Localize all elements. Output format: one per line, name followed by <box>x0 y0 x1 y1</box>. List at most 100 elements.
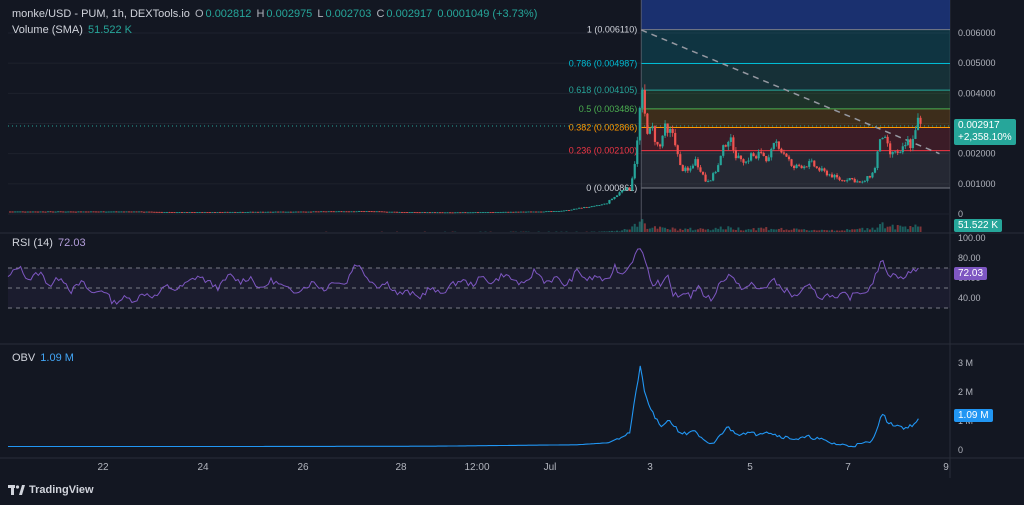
candle-body <box>390 211 394 213</box>
candle-body <box>279 211 282 213</box>
candle-body <box>628 187 631 191</box>
volume-bar <box>750 229 753 232</box>
candle-body <box>29 211 32 213</box>
volume-bar <box>916 226 919 232</box>
volume-bar <box>603 231 606 232</box>
candle-body <box>416 212 419 214</box>
candle-body <box>216 212 219 213</box>
candle-body <box>26 211 29 213</box>
candle-body <box>578 207 581 209</box>
candle-body <box>894 151 897 153</box>
candle-body <box>699 167 702 172</box>
candle-body <box>330 211 333 213</box>
candle-body <box>449 212 452 214</box>
volume-bar <box>636 226 639 232</box>
candle-body <box>191 212 194 213</box>
volume-bar <box>803 229 806 232</box>
volume-bar <box>846 229 849 232</box>
candle-body <box>658 144 662 147</box>
candle-body <box>461 212 464 214</box>
candle-body <box>605 203 609 205</box>
candle-body <box>350 211 353 213</box>
candle-body <box>747 160 750 162</box>
candle-body <box>165 211 168 213</box>
volume-bar <box>823 229 826 232</box>
volume-bar <box>608 231 611 232</box>
candle-body <box>830 174 834 178</box>
candle-body <box>383 211 386 213</box>
candle-body <box>891 151 894 155</box>
price-tick-label: 0.005000 <box>958 58 996 68</box>
volume-bar <box>899 225 902 232</box>
volume-bar <box>782 230 785 232</box>
obv-label[interactable]: OBV <box>12 352 36 364</box>
candle-body <box>595 205 598 207</box>
candle-body <box>107 211 110 213</box>
candle-body <box>446 212 449 214</box>
candle-body <box>105 211 108 213</box>
candle-body <box>317 211 320 213</box>
volume-bar <box>810 230 813 232</box>
obv-value: 1.09 M <box>40 352 74 364</box>
candle-body <box>100 211 103 213</box>
candle-body <box>274 211 277 213</box>
volume-bar <box>818 230 821 232</box>
rsi-tick-label: 40.00 <box>958 293 981 303</box>
candle-body <box>277 211 280 213</box>
candle-body <box>755 156 758 159</box>
candle-body <box>433 212 437 214</box>
volume-label[interactable]: Volume (SMA) <box>12 24 83 36</box>
candle-body <box>54 211 57 213</box>
candle-body <box>782 152 786 154</box>
candle-body <box>846 180 849 182</box>
candle-body <box>62 211 65 213</box>
candle-body <box>150 211 153 213</box>
candle-body <box>557 211 560 212</box>
candle-body <box>623 190 626 191</box>
candle-body <box>835 174 839 178</box>
candle-body <box>292 211 295 213</box>
volume-bar <box>696 229 699 232</box>
symbol-name[interactable]: monke/USD - PUM, 1h, DEXTools.io <box>12 8 190 20</box>
candle-body <box>529 211 533 213</box>
candle-body <box>512 211 515 213</box>
candle-body <box>170 211 174 213</box>
candle-body <box>403 212 406 213</box>
candle-body <box>669 128 672 133</box>
volume-bar <box>861 227 864 232</box>
candle-body <box>734 149 737 159</box>
volume-bar <box>626 229 629 232</box>
candle-body <box>785 153 788 157</box>
candle-body <box>345 211 348 213</box>
volume-bar <box>919 226 922 232</box>
fib-level-label: 0.786 (0.004987) <box>569 59 638 69</box>
volume-legend: Volume (SMA) 51.522 K <box>12 24 134 36</box>
tradingview-brand[interactable]: TradingView <box>8 484 94 496</box>
candle-body <box>676 145 679 155</box>
volume-tag: 51.522 K <box>954 219 1003 232</box>
candle-body <box>340 211 343 213</box>
candle-body <box>69 211 72 213</box>
candle-body <box>155 211 158 213</box>
rsi-line <box>7 248 919 305</box>
tradingview-logo-icon <box>8 485 25 495</box>
candle-body <box>127 211 131 213</box>
candle-body <box>820 168 823 171</box>
candle-body <box>706 181 710 182</box>
volume-bar <box>879 224 882 232</box>
candle-body <box>360 211 363 213</box>
time-tick-label: Jul <box>544 462 557 473</box>
candle-body <box>218 212 222 213</box>
volume-bar <box>656 228 659 232</box>
candle-body <box>342 211 346 213</box>
candle-body <box>853 179 856 183</box>
candle-body <box>421 212 424 214</box>
candle-body <box>438 212 442 214</box>
candle-body <box>590 206 593 208</box>
candle-body <box>234 211 237 213</box>
rsi-label[interactable]: RSI (14) <box>12 237 53 249</box>
volume-bar <box>737 227 740 232</box>
candle-body <box>722 145 725 156</box>
